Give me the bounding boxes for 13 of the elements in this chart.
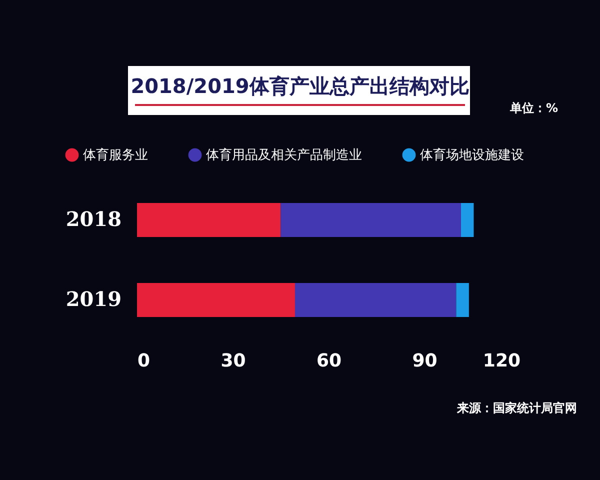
x-tick-label: 90 — [412, 350, 438, 372]
legend-label: 体育服务业 — [83, 147, 148, 163]
chart-title: 2018/2019体育产业总产出结构对比 — [130, 74, 470, 98]
x-tick-label: 60 — [316, 350, 342, 372]
x-tick-label: 30 — [220, 350, 246, 372]
source-note: 来源：国家统计局官网 — [456, 401, 577, 415]
text: 单位：% — [509, 101, 558, 115]
x-tick-label: 120 — [482, 350, 520, 372]
y-tick-label: 2019 — [66, 287, 122, 311]
legend-label: 体育用品及相关产品制造业 — [206, 147, 362, 163]
x-tick-label: 0 — [138, 350, 150, 372]
legend-label: 体育场地设施建设 — [420, 147, 524, 163]
y-tick-label: 2018 — [66, 207, 122, 231]
